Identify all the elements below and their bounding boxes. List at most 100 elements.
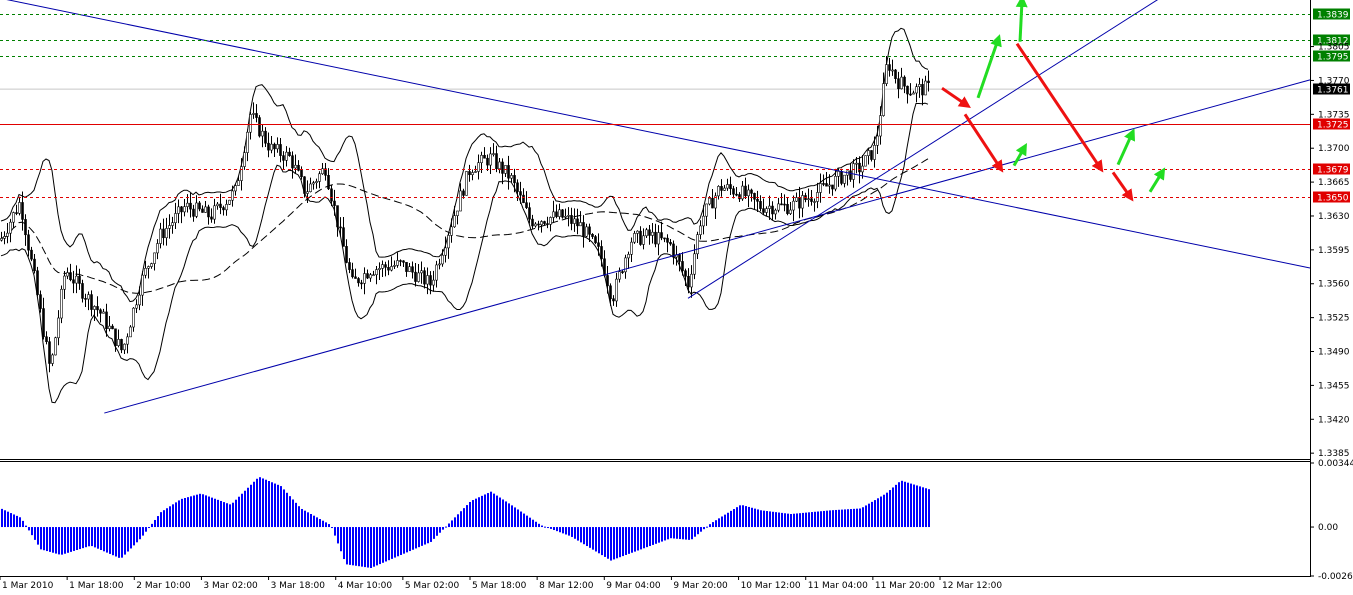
candle-body [288,151,291,157]
forecast-arrow-up [1116,128,1135,166]
candlesticks [0,55,930,373]
histogram-bar [190,496,192,528]
histogram-bar [691,527,693,540]
candle-body [516,182,519,192]
level-tag-label: 1.3812 [1317,37,1349,47]
candle-body [915,86,918,94]
candle-body [429,275,432,286]
candle-body [780,203,783,206]
candle-body [102,311,105,314]
histogram-bar [256,478,258,528]
histogram-bar [133,527,135,546]
histogram-bar [217,499,219,528]
histogram-bar [127,527,129,552]
price-tick-label: 1.3420 [1318,415,1350,425]
candle-body [435,264,438,281]
candle-body [183,206,186,213]
histogram-bar [655,527,657,544]
candle-body [168,225,171,229]
histogram-bar [574,527,576,539]
candle-body [126,336,129,345]
histogram-bar [625,527,627,555]
candle-body [861,165,864,173]
candle-body [888,64,891,71]
candle-body [639,230,642,245]
level-tag-label: 1.3679 [1317,166,1349,176]
histogram-bar [433,527,435,539]
histogram-bar [280,486,282,528]
candle-body [696,234,699,255]
candle-body [177,206,180,214]
histogram-bar [352,527,354,566]
histogram-bar [178,500,180,528]
candle-body [717,186,720,197]
histogram-bar [199,493,201,528]
histogram-bar [598,527,600,554]
histogram-bar [922,487,924,528]
histogram-bar [616,527,618,559]
histogram-bar [154,519,156,528]
histogram-bar [541,525,543,528]
candle-body [918,84,921,88]
candle-body [351,269,354,278]
candle-body [27,234,30,251]
histogram-bar [805,512,807,528]
histogram-bar [892,487,894,528]
histogram-bar [769,511,771,528]
forecast-arrow-down [1111,171,1134,202]
forecast-arrow-down [941,86,971,109]
candle-body [879,115,882,137]
candle-body [684,270,687,277]
candle-body [483,154,486,159]
histogram-bar [349,527,351,565]
histogram-bar [313,515,315,528]
candle-body [672,243,675,258]
histogram-bar [514,507,516,528]
candle-body [99,309,102,314]
histogram-bar [382,527,384,563]
histogram-bar [124,527,126,555]
histogram-bar [853,508,855,528]
candle-body [15,212,18,214]
histogram-bar [649,527,651,547]
histogram-bar [697,527,699,535]
candle-body [21,202,24,220]
trendlines [6,0,1311,414]
candle-body [174,213,177,224]
forecast-arrow-up [1148,167,1166,193]
candle-body [54,337,57,356]
candle-body [690,273,693,288]
candle-body [807,198,810,201]
candle-body [909,93,912,96]
histogram-bar [631,527,633,553]
candle-body [450,226,453,236]
histogram-bar [25,525,27,528]
candle-body [531,218,534,227]
candle-body [243,152,246,167]
histogram-bar [118,527,120,558]
histogram-bar [913,484,915,528]
histogram-bar [211,497,213,528]
histogram-bar [100,527,102,550]
histogram-bar [37,527,39,545]
histogram-bar [466,505,468,528]
time-tick-label: 2 Mar 10:00 [136,581,191,591]
candle-body [357,278,360,284]
candle-body [660,232,663,239]
histogram-bar [829,510,831,528]
candle-body [321,168,324,175]
candle-body [843,174,846,184]
candle-body [486,157,489,166]
candle-body [270,143,273,151]
histogram-bar [295,502,297,528]
candle-body [162,228,165,239]
histogram-bar [568,527,570,536]
candle-body [519,191,522,196]
candle-body [345,246,348,263]
candle-body [882,83,885,116]
histogram-bar [463,508,465,528]
candle-body [261,130,264,137]
histogram-bar [898,482,900,528]
histogram-bar [670,527,672,539]
histogram-bar [580,527,582,543]
